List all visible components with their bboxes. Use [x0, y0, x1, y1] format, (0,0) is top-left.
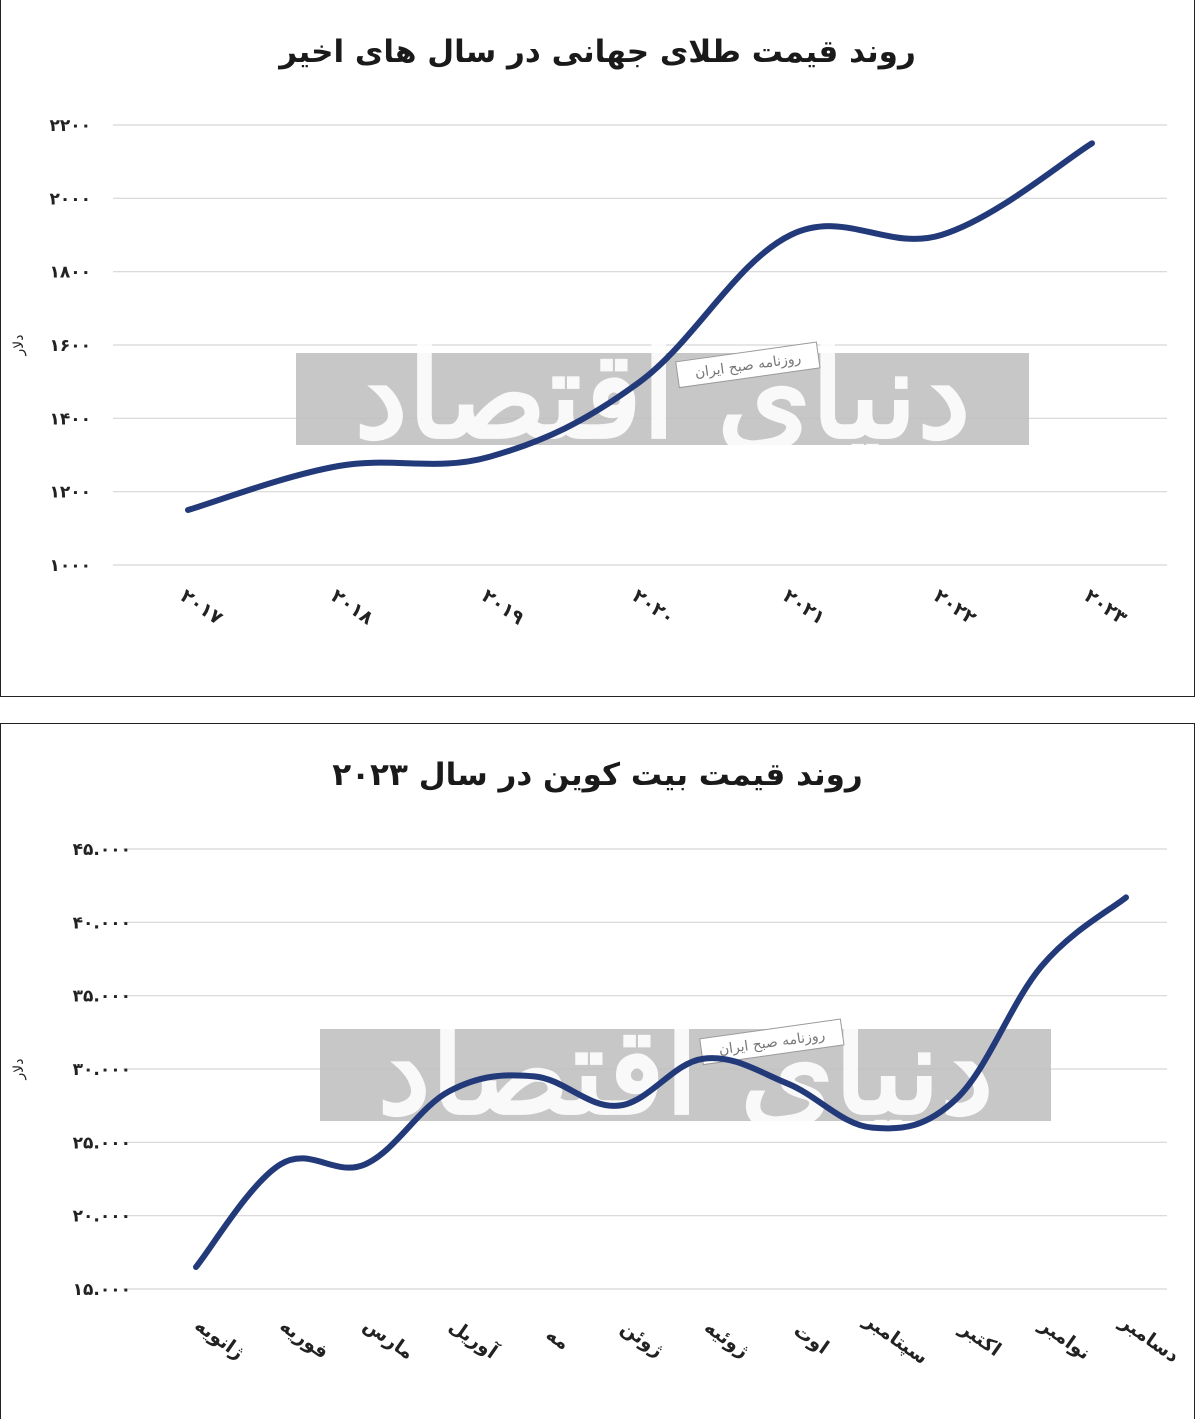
- x-tick-label: ۲۰۱۸: [327, 585, 378, 630]
- y-tick-label: ۲۲۰۰: [49, 116, 91, 136]
- y-tick-label: ۳۵.۰۰۰: [73, 987, 131, 1007]
- y-tick-label: ۱۰۰۰: [49, 556, 91, 576]
- y-tick-label: ۲۰۰۰: [49, 189, 91, 209]
- y-tick-label: ۴۵.۰۰۰: [73, 840, 131, 860]
- y-axis-label: دلار: [11, 335, 27, 357]
- y-tick-label: ۴۰.۰۰۰: [73, 913, 131, 933]
- bitcoin-chart: ۱۵.۰۰۰ ۲۰.۰۰۰ ۲۵.۰۰۰ ۳۰.۰۰۰ ۳۵.۰۰۰ ۴۰.۰۰۰ ۴۵.۰…: [1, 724, 1196, 1420]
- watermark-logo: دنیای اقتصاد: [377, 1001, 993, 1142]
- y-tick-label: ۱۴۰۰: [49, 409, 91, 429]
- x-tick-label: آوریل: [445, 1313, 503, 1364]
- y-tick-label: ۱۶۰۰: [49, 336, 91, 356]
- x-tick-label: سپتامبر: [859, 1309, 932, 1369]
- x-tick-label: ۲۰۱۷: [176, 585, 227, 630]
- x-tick-label: ۲۰۱۹: [477, 585, 528, 630]
- x-tick-label: دسامبر: [1115, 1310, 1183, 1367]
- x-tick-label: فوریه: [276, 1315, 333, 1364]
- y-tick-label: ۲۵.۰۰۰: [73, 1133, 131, 1153]
- y-tick-label: ۲۰.۰۰۰: [73, 1207, 131, 1227]
- x-tick-label: مارس: [359, 1314, 418, 1364]
- x-tick-label: اوت: [790, 1319, 833, 1358]
- x-tick-label: نوامبر: [1034, 1313, 1094, 1364]
- x-tick-label: ژوئیه: [700, 1316, 753, 1362]
- x-tick-label: مه: [542, 1323, 574, 1354]
- x-tick-label: ۲۰۲۱: [779, 585, 830, 630]
- x-tick-label: ژوئن: [617, 1317, 668, 1362]
- watermark-logo: دنیای اقتصاد: [354, 325, 970, 466]
- x-tick-label: ۲۰۲۳: [1080, 585, 1131, 630]
- x-tick-label: ۲۰۲۲: [929, 585, 980, 630]
- y-tick-label: ۱۸۰۰: [49, 263, 91, 283]
- gold-chart: ۱۰۰۰ ۱۲۰۰ ۱۴۰۰ ۱۶۰۰ ۱۸۰۰ ۲۰۰۰ ۲۲۰۰ دلار دنیای اق…: [1, 0, 1196, 697]
- x-tick-label: ۲۰۲۰: [628, 585, 679, 630]
- y-tick-label: ۳۰.۰۰۰: [73, 1060, 131, 1080]
- y-tick-label: ۱۲۰۰: [49, 483, 91, 503]
- y-tick-label: ۱۵.۰۰۰: [73, 1280, 131, 1300]
- gold-chart-panel: روند قیمت طلای جهانی در سال های اخیر ۱۰۰…: [0, 0, 1195, 697]
- x-tick-label: اکتبر: [955, 1317, 1005, 1361]
- x-tick-label: ژانویه: [191, 1314, 249, 1364]
- y-axis-label: دلار: [11, 1059, 27, 1081]
